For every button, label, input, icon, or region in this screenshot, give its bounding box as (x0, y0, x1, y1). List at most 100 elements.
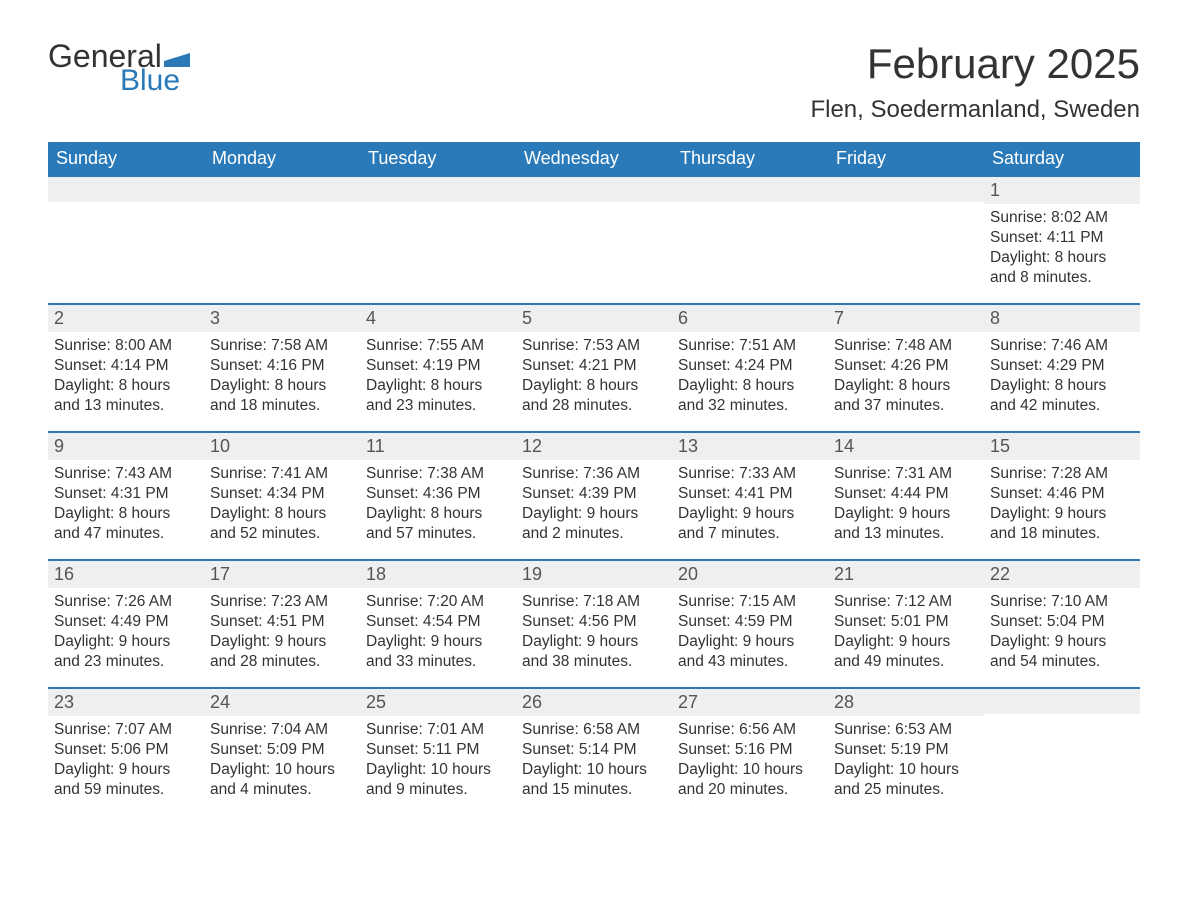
sunrise-line: Sunrise: 7:15 AM (678, 592, 822, 612)
calendar-week-row: 2Sunrise: 8:00 AMSunset: 4:14 PMDaylight… (48, 303, 1140, 431)
weekday-header: Friday (828, 142, 984, 175)
day-number: 11 (360, 431, 516, 460)
sunset-line: Sunset: 4:56 PM (522, 612, 666, 632)
day-number-empty (828, 175, 984, 202)
sunrise-line: Sunrise: 7:28 AM (990, 464, 1134, 484)
day-number: 19 (516, 559, 672, 588)
day-details: Sunrise: 7:46 AMSunset: 4:29 PMDaylight:… (984, 332, 1140, 425)
day-details: Sunrise: 7:55 AMSunset: 4:19 PMDaylight:… (360, 332, 516, 425)
day-details: Sunrise: 7:53 AMSunset: 4:21 PMDaylight:… (516, 332, 672, 425)
day-number: 1 (984, 175, 1140, 204)
sunrise-line: Sunrise: 7:04 AM (210, 720, 354, 740)
calendar-day-cell: 1Sunrise: 8:02 AMSunset: 4:11 PMDaylight… (984, 175, 1140, 303)
daylight-line: Daylight: 9 hours and 13 minutes. (834, 504, 978, 544)
sunrise-line: Sunrise: 7:38 AM (366, 464, 510, 484)
sunset-line: Sunset: 4:46 PM (990, 484, 1134, 504)
day-number: 24 (204, 687, 360, 716)
calendar-day-cell: 2Sunrise: 8:00 AMSunset: 4:14 PMDaylight… (48, 303, 204, 431)
sunrise-line: Sunrise: 8:00 AM (54, 336, 198, 356)
month-title: February 2025 (810, 40, 1140, 88)
sunrise-line: Sunrise: 7:20 AM (366, 592, 510, 612)
day-details: Sunrise: 6:53 AMSunset: 5:19 PMDaylight:… (828, 716, 984, 809)
sunset-line: Sunset: 4:26 PM (834, 356, 978, 376)
sunset-line: Sunset: 5:01 PM (834, 612, 978, 632)
daylight-line: Daylight: 9 hours and 59 minutes. (54, 760, 198, 800)
sunset-line: Sunset: 4:21 PM (522, 356, 666, 376)
calendar-day-cell (516, 175, 672, 303)
day-number: 15 (984, 431, 1140, 460)
weekday-header-row: SundayMondayTuesdayWednesdayThursdayFrid… (48, 142, 1140, 175)
sunrise-line: Sunrise: 7:18 AM (522, 592, 666, 612)
day-number: 13 (672, 431, 828, 460)
day-details: Sunrise: 7:10 AMSunset: 5:04 PMDaylight:… (984, 588, 1140, 681)
daylight-line: Daylight: 9 hours and 7 minutes. (678, 504, 822, 544)
sunset-line: Sunset: 5:16 PM (678, 740, 822, 760)
sunset-line: Sunset: 4:44 PM (834, 484, 978, 504)
sunrise-line: Sunrise: 7:58 AM (210, 336, 354, 356)
day-details: Sunrise: 7:23 AMSunset: 4:51 PMDaylight:… (204, 588, 360, 681)
daylight-line: Daylight: 8 hours and 32 minutes. (678, 376, 822, 416)
calendar-day-cell: 14Sunrise: 7:31 AMSunset: 4:44 PMDayligh… (828, 431, 984, 559)
sunset-line: Sunset: 4:34 PM (210, 484, 354, 504)
day-number-empty (516, 175, 672, 202)
sunrise-line: Sunrise: 6:53 AM (834, 720, 978, 740)
daylight-line: Daylight: 8 hours and 28 minutes. (522, 376, 666, 416)
sunset-line: Sunset: 4:41 PM (678, 484, 822, 504)
day-number-empty (984, 687, 1140, 714)
calendar-day-cell (204, 175, 360, 303)
day-details: Sunrise: 7:07 AMSunset: 5:06 PMDaylight:… (48, 716, 204, 809)
daylight-line: Daylight: 8 hours and 37 minutes. (834, 376, 978, 416)
day-number: 7 (828, 303, 984, 332)
calendar-day-cell: 20Sunrise: 7:15 AMSunset: 4:59 PMDayligh… (672, 559, 828, 687)
daylight-line: Daylight: 8 hours and 47 minutes. (54, 504, 198, 544)
day-number-empty (48, 175, 204, 202)
calendar-week-row: 9Sunrise: 7:43 AMSunset: 4:31 PMDaylight… (48, 431, 1140, 559)
day-number: 12 (516, 431, 672, 460)
day-details: Sunrise: 7:41 AMSunset: 4:34 PMDaylight:… (204, 460, 360, 553)
day-number: 18 (360, 559, 516, 588)
day-details: Sunrise: 7:31 AMSunset: 4:44 PMDaylight:… (828, 460, 984, 553)
sunrise-line: Sunrise: 7:36 AM (522, 464, 666, 484)
calendar-day-cell (48, 175, 204, 303)
day-number: 21 (828, 559, 984, 588)
day-number: 5 (516, 303, 672, 332)
day-details: Sunrise: 6:56 AMSunset: 5:16 PMDaylight:… (672, 716, 828, 809)
day-details: Sunrise: 7:28 AMSunset: 4:46 PMDaylight:… (984, 460, 1140, 553)
logo-text-blue: Blue (120, 66, 190, 96)
day-details: Sunrise: 7:18 AMSunset: 4:56 PMDaylight:… (516, 588, 672, 681)
daylight-line: Daylight: 8 hours and 8 minutes. (990, 248, 1134, 288)
calendar-day-cell (828, 175, 984, 303)
day-number: 28 (828, 687, 984, 716)
day-details: Sunrise: 7:26 AMSunset: 4:49 PMDaylight:… (48, 588, 204, 681)
sunset-line: Sunset: 4:59 PM (678, 612, 822, 632)
logo: General Blue (48, 40, 190, 96)
day-details: Sunrise: 7:33 AMSunset: 4:41 PMDaylight:… (672, 460, 828, 553)
calendar-day-cell: 12Sunrise: 7:36 AMSunset: 4:39 PMDayligh… (516, 431, 672, 559)
calendar-day-cell (672, 175, 828, 303)
day-details: Sunrise: 7:58 AMSunset: 4:16 PMDaylight:… (204, 332, 360, 425)
daylight-line: Daylight: 8 hours and 23 minutes. (366, 376, 510, 416)
calendar-table: SundayMondayTuesdayWednesdayThursdayFrid… (48, 142, 1140, 815)
weekday-header: Thursday (672, 142, 828, 175)
sunrise-line: Sunrise: 7:26 AM (54, 592, 198, 612)
day-number: 23 (48, 687, 204, 716)
day-details: Sunrise: 6:58 AMSunset: 5:14 PMDaylight:… (516, 716, 672, 809)
calendar-day-cell: 3Sunrise: 7:58 AMSunset: 4:16 PMDaylight… (204, 303, 360, 431)
weekday-header: Wednesday (516, 142, 672, 175)
day-number: 25 (360, 687, 516, 716)
daylight-line: Daylight: 10 hours and 20 minutes. (678, 760, 822, 800)
calendar-day-cell: 13Sunrise: 7:33 AMSunset: 4:41 PMDayligh… (672, 431, 828, 559)
calendar-day-cell: 15Sunrise: 7:28 AMSunset: 4:46 PMDayligh… (984, 431, 1140, 559)
day-details: Sunrise: 7:43 AMSunset: 4:31 PMDaylight:… (48, 460, 204, 553)
sunset-line: Sunset: 4:39 PM (522, 484, 666, 504)
daylight-line: Daylight: 8 hours and 42 minutes. (990, 376, 1134, 416)
day-number: 16 (48, 559, 204, 588)
calendar-week-row: 23Sunrise: 7:07 AMSunset: 5:06 PMDayligh… (48, 687, 1140, 815)
calendar-day-cell: 8Sunrise: 7:46 AMSunset: 4:29 PMDaylight… (984, 303, 1140, 431)
calendar-day-cell (984, 687, 1140, 815)
sunrise-line: Sunrise: 7:23 AM (210, 592, 354, 612)
title-block: February 2025 Flen, Soedermanland, Swede… (810, 40, 1140, 124)
day-details: Sunrise: 8:00 AMSunset: 4:14 PMDaylight:… (48, 332, 204, 425)
sunrise-line: Sunrise: 7:31 AM (834, 464, 978, 484)
calendar-day-cell: 17Sunrise: 7:23 AMSunset: 4:51 PMDayligh… (204, 559, 360, 687)
